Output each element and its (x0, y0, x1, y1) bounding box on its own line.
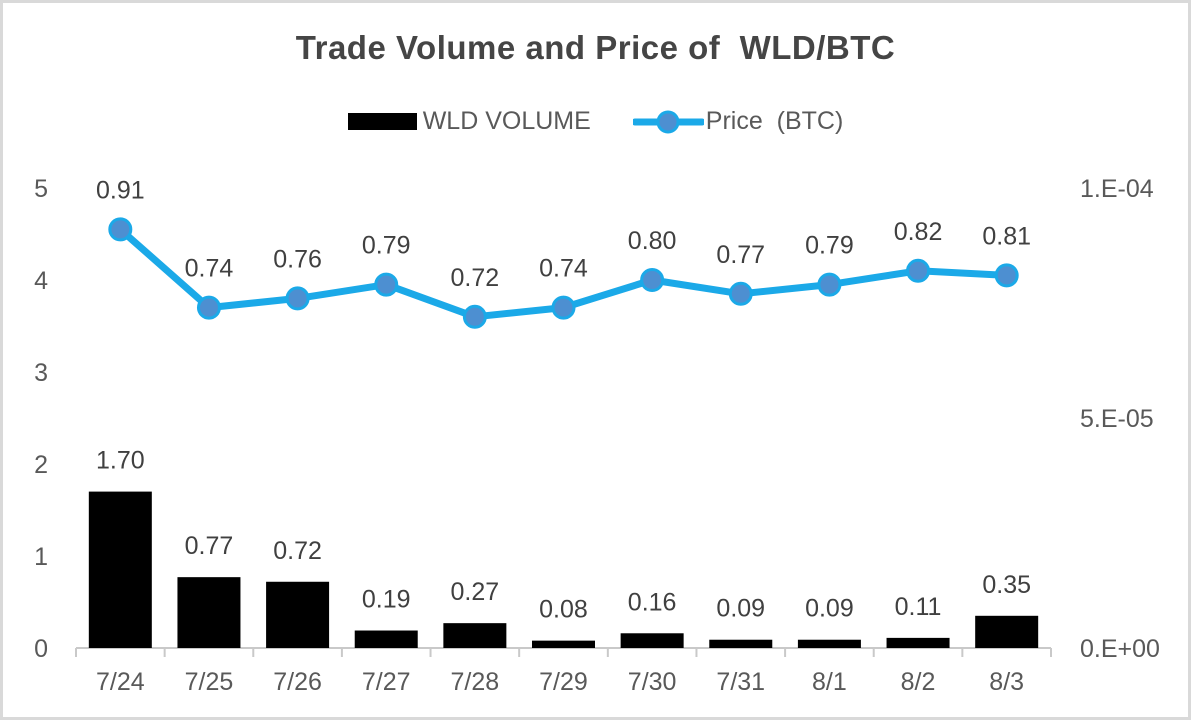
price-point (285, 286, 310, 311)
volume-bar (266, 581, 330, 648)
volume-bar-label: 0.09 (805, 595, 854, 623)
volume-bar (975, 615, 1039, 648)
volume-bar-label: 0.19 (362, 586, 411, 614)
volume-bar-label: 0.11 (895, 593, 942, 621)
volume-bar (443, 623, 507, 648)
volume-bar (797, 639, 861, 648)
left-axis-label: 1 (34, 543, 48, 571)
x-tick-label: 7/24 (96, 668, 145, 696)
price-point (374, 272, 399, 297)
x-tick-label: 7/31 (716, 668, 765, 696)
volume-bar (709, 639, 773, 648)
price-point-label: 0.77 (716, 241, 765, 269)
volume-bar-label: 0.77 (185, 532, 234, 560)
chart-legend: WLD VOLUME Price (BTC) (3, 107, 1188, 136)
price-point-label: 0.76 (273, 245, 322, 273)
price-point (108, 217, 133, 242)
volume-bar-label: 0.72 (273, 537, 322, 565)
price-point-label: 0.74 (539, 255, 588, 283)
volume-bar (620, 633, 684, 648)
chart-title: Trade Volume and Price of WLD/BTC (295, 29, 896, 66)
price-point-label: 0.80 (628, 227, 677, 255)
price-point (728, 281, 753, 306)
legend-marker-sample (656, 110, 680, 133)
x-tick-label: 8/3 (989, 668, 1024, 696)
volume-bar (886, 637, 950, 648)
volume-bar-label: 0.35 (982, 571, 1031, 599)
chart-canvas: 5 4 3 2 1 0 1.E-04 5.E-05 0.E+00 7/24 7/25 7/26 7/27… (34, 175, 1160, 696)
legend-item-price: Price (BTC) (631, 107, 844, 136)
price-point-label: 0.79 (362, 232, 411, 260)
price-point (196, 295, 221, 320)
price-point-label: 0.81 (982, 222, 1031, 250)
price-point (994, 263, 1019, 288)
volume-bar-label: 0.27 (451, 578, 500, 606)
price-series-swatch (631, 109, 706, 135)
x-tick-label: 7/26 (273, 668, 322, 696)
price-point-label: 0.91 (96, 176, 145, 204)
price-point-label: 0.72 (451, 264, 500, 292)
volume-bar (354, 630, 418, 648)
right-axis-label: 0.E+00 (1080, 635, 1160, 663)
x-tick-label: 7/30 (628, 668, 677, 696)
volume-bar (532, 640, 595, 648)
volume-bar-label: 0.08 (539, 596, 588, 624)
volume-bar (177, 577, 241, 648)
volume-bar (88, 491, 152, 648)
price-point-label: 0.82 (894, 218, 943, 246)
x-tick-label: 7/29 (539, 668, 588, 696)
x-tick-label: 8/2 (901, 668, 936, 696)
x-tick-label: 8/1 (812, 668, 847, 696)
left-axis-label: 5 (34, 175, 48, 203)
price-point (640, 268, 665, 292)
right-axis-label: 5.E-05 (1080, 405, 1154, 433)
price-point-label: 0.74 (185, 255, 234, 283)
price-point (906, 258, 931, 283)
left-axis-label: 3 (34, 359, 48, 387)
right-axis-label: 1.E-04 (1080, 175, 1154, 203)
x-tick-label: 7/27 (362, 668, 411, 696)
volume-bar-label: 0.09 (716, 595, 765, 623)
volume-bar-label: 0.16 (628, 588, 677, 616)
left-axis-label: 4 (34, 267, 48, 295)
legend-label-price: Price (BTC) (705, 107, 844, 135)
legend-item-wld-volume: WLD VOLUME (347, 107, 591, 136)
price-point-label: 0.79 (805, 232, 854, 260)
x-tick-label: 7/28 (451, 668, 500, 696)
x-tick-label: 7/25 (185, 668, 234, 696)
price-point (551, 295, 576, 320)
volume-series-swatch (347, 113, 417, 130)
volume-bar-label: 1.70 (96, 447, 145, 475)
legend-label-volume: WLD VOLUME (422, 107, 591, 135)
left-axis-label: 0 (34, 635, 48, 663)
price-point (817, 272, 842, 297)
price-point (462, 304, 487, 329)
left-axis-label: 2 (34, 451, 48, 479)
